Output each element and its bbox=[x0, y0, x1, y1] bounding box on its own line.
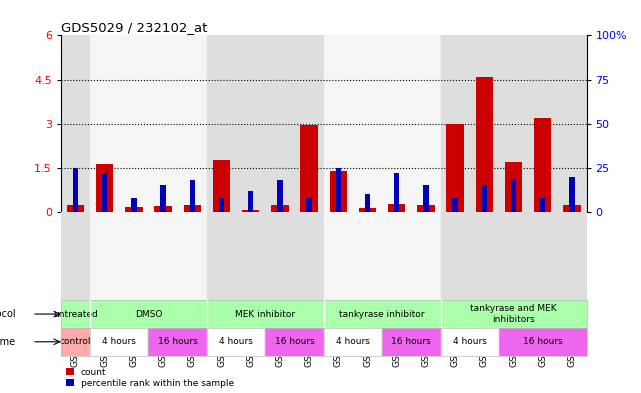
Text: 4 hours: 4 hours bbox=[336, 337, 370, 346]
Bar bbox=[499, 328, 587, 356]
Bar bbox=[278, 180, 283, 212]
Text: protocol: protocol bbox=[0, 309, 16, 319]
Text: 4 hours: 4 hours bbox=[219, 337, 253, 346]
Bar bbox=[131, 198, 137, 212]
Bar bbox=[61, 212, 90, 300]
Bar bbox=[440, 328, 499, 356]
Text: GDS5029 / 232102_at: GDS5029 / 232102_at bbox=[61, 21, 207, 34]
Bar bbox=[61, 212, 90, 300]
Bar bbox=[90, 212, 207, 300]
Bar bbox=[207, 212, 324, 300]
Bar bbox=[213, 160, 230, 212]
Bar bbox=[440, 212, 587, 300]
Text: untreated: untreated bbox=[53, 310, 98, 319]
Bar bbox=[160, 185, 166, 212]
Text: 16 hours: 16 hours bbox=[523, 337, 563, 346]
Bar bbox=[207, 212, 324, 300]
Bar bbox=[446, 124, 464, 212]
Bar bbox=[61, 328, 90, 356]
Bar bbox=[73, 168, 78, 212]
Bar bbox=[324, 35, 440, 212]
Bar bbox=[219, 198, 224, 212]
Bar bbox=[125, 208, 143, 212]
Bar bbox=[511, 180, 516, 212]
Text: DMSO: DMSO bbox=[135, 310, 162, 319]
Bar bbox=[476, 77, 493, 212]
Bar bbox=[440, 35, 587, 212]
Bar bbox=[534, 118, 551, 212]
Bar bbox=[540, 198, 545, 212]
Bar bbox=[563, 206, 581, 212]
Bar bbox=[207, 35, 324, 212]
Bar bbox=[417, 206, 435, 212]
Text: 16 hours: 16 hours bbox=[274, 337, 314, 346]
Bar bbox=[306, 198, 312, 212]
Bar bbox=[329, 171, 347, 212]
Bar bbox=[388, 204, 406, 212]
Bar bbox=[336, 168, 341, 212]
Bar bbox=[154, 206, 172, 212]
Bar bbox=[359, 208, 376, 212]
Bar bbox=[183, 206, 201, 212]
Bar bbox=[207, 328, 265, 356]
Bar bbox=[440, 212, 587, 300]
Bar bbox=[423, 185, 429, 212]
Text: time: time bbox=[0, 337, 16, 347]
Text: 16 hours: 16 hours bbox=[392, 337, 431, 346]
Bar bbox=[190, 180, 195, 212]
Bar bbox=[90, 35, 207, 212]
Bar bbox=[149, 328, 207, 356]
Text: 4 hours: 4 hours bbox=[453, 337, 487, 346]
Bar bbox=[394, 173, 399, 212]
Bar bbox=[453, 198, 458, 212]
Bar bbox=[365, 194, 370, 212]
Legend: count, percentile rank within the sample: count, percentile rank within the sample bbox=[65, 367, 235, 389]
Bar bbox=[61, 35, 90, 212]
Bar bbox=[324, 328, 382, 356]
Bar bbox=[242, 210, 260, 212]
Text: tankyrase and MEK
inhibitors: tankyrase and MEK inhibitors bbox=[470, 304, 557, 324]
Text: MEK inhibitor: MEK inhibitor bbox=[235, 310, 296, 319]
Bar bbox=[265, 328, 324, 356]
Bar bbox=[90, 328, 149, 356]
Text: tankyrase inhibitor: tankyrase inhibitor bbox=[339, 310, 425, 319]
Bar bbox=[382, 328, 440, 356]
Bar bbox=[481, 185, 487, 212]
Bar bbox=[504, 162, 522, 212]
Bar bbox=[67, 204, 84, 212]
Bar bbox=[569, 176, 574, 212]
Bar bbox=[324, 212, 440, 300]
Text: 16 hours: 16 hours bbox=[158, 337, 197, 346]
Bar bbox=[271, 204, 288, 212]
Bar bbox=[301, 125, 318, 212]
Bar bbox=[90, 212, 207, 300]
Text: 4 hours: 4 hours bbox=[103, 337, 137, 346]
Bar bbox=[324, 212, 440, 300]
Bar bbox=[96, 164, 113, 212]
Bar bbox=[248, 191, 253, 212]
Bar bbox=[102, 173, 107, 212]
Text: control: control bbox=[60, 337, 91, 346]
